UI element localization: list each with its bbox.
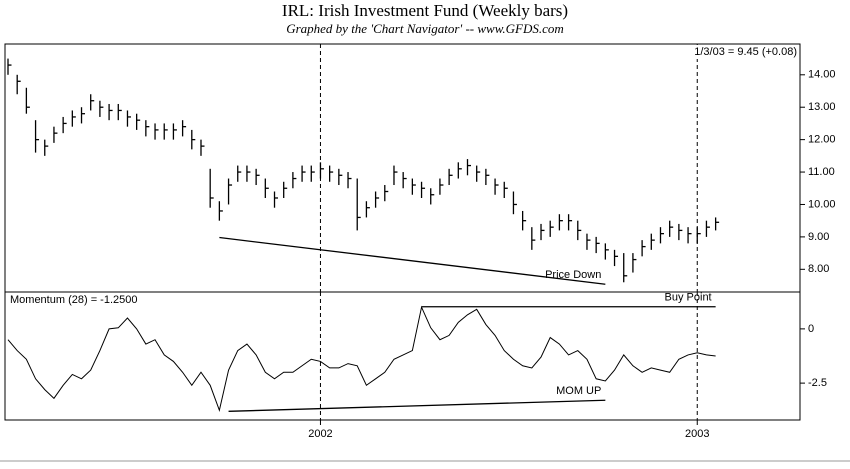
annotation: Buy Point [665,292,712,304]
x-tick-label: 2003 [685,428,709,440]
annotation: MOM UP [556,385,601,397]
y-tick-label: 0 [808,323,814,335]
plot-frame [4,43,801,421]
y-tick-label: 10.00 [808,198,836,210]
y-tick-label: 13.00 [808,101,836,113]
momentum-line [7,305,716,412]
trend-line [219,236,606,285]
y-tick-label: -2.5 [808,377,827,389]
header-text: 1/3/03 = 9.45 (+0.08) [694,46,797,58]
y-tick-label: 12.00 [808,134,836,146]
chart-title: IRL: Irish Investment Fund (Weekly bars) [282,1,568,20]
y-tick-label: 11.00 [808,166,835,178]
x-tick-label: 2002 [308,428,332,440]
header-box [676,45,799,59]
trend-line [228,399,606,412]
chart-subtitle: Graphed by the 'Chart Navigator' -- www.… [286,21,564,36]
y-tick-label: 9.00 [808,231,829,243]
annotation: Price Down [545,269,601,281]
y-tick-label: 14.00 [808,69,836,81]
panel-title: Momentum (28) = -1.2500 [10,294,137,306]
y-tick-label: 8.00 [808,263,829,275]
